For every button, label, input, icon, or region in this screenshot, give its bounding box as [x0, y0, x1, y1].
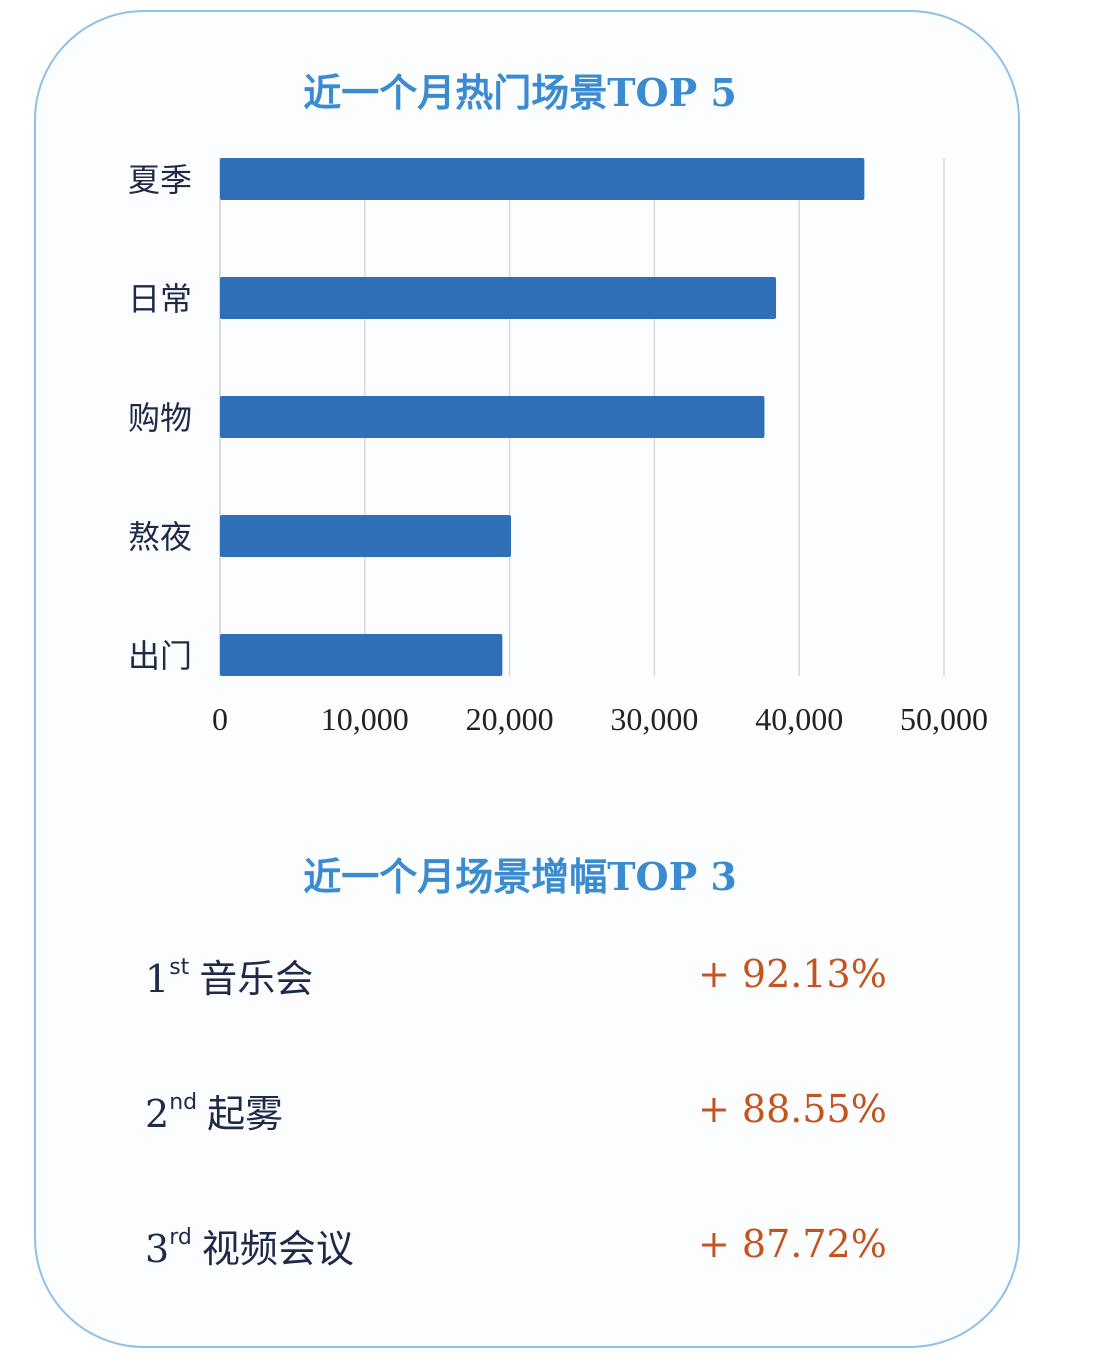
x-tick-label: 0	[212, 701, 228, 737]
rank: 3	[145, 1227, 170, 1271]
growth-item: 2nd 起雾	[145, 1083, 283, 1138]
growth-item: 1st 音乐会	[145, 948, 313, 1003]
growth-item: 3rd 视频会议	[145, 1218, 354, 1273]
category-label: 夏季	[128, 161, 192, 199]
x-tick-label: 10,000	[321, 701, 409, 737]
scene-name: 音乐会	[199, 957, 314, 1001]
scene-name: 视频会议	[201, 1227, 354, 1271]
x-tick-label: 50,000	[900, 701, 988, 737]
rank: 2	[145, 1092, 170, 1136]
bar-出门	[220, 634, 503, 676]
growth-value: + 88.55%	[698, 1087, 887, 1131]
rank-suffix: st	[169, 955, 190, 980]
category-label: 购物	[128, 399, 192, 437]
scene-name: 起雾	[207, 1092, 284, 1136]
growth-title: 近一个月场景增幅TOP 3	[303, 854, 737, 899]
bar-购物	[220, 396, 765, 438]
bar-夏季	[220, 158, 865, 200]
category-label: 日常	[128, 280, 192, 318]
x-tick-label: 40,000	[755, 701, 843, 737]
growth-value: + 87.72%	[698, 1222, 887, 1266]
rank-suffix: rd	[169, 1225, 192, 1250]
card-frame	[34, 10, 1020, 1348]
x-tick-label: 20,000	[466, 701, 554, 737]
x-tick-label: 30,000	[610, 701, 698, 737]
growth-value: + 92.13%	[698, 952, 887, 996]
bar-chart: 0 10,000 20,000 30,000 40,000 50,000 夏季日常购物熬夜出…	[128, 158, 988, 737]
bar-熬夜	[220, 515, 512, 557]
category-label: 出门	[128, 637, 192, 675]
rank: 1	[145, 957, 170, 1001]
category-label: 熬夜	[128, 518, 192, 556]
rank-suffix: nd	[169, 1090, 198, 1115]
chart-title: 近一个月热门场景TOP 5	[303, 70, 737, 115]
bar-日常	[220, 277, 777, 319]
